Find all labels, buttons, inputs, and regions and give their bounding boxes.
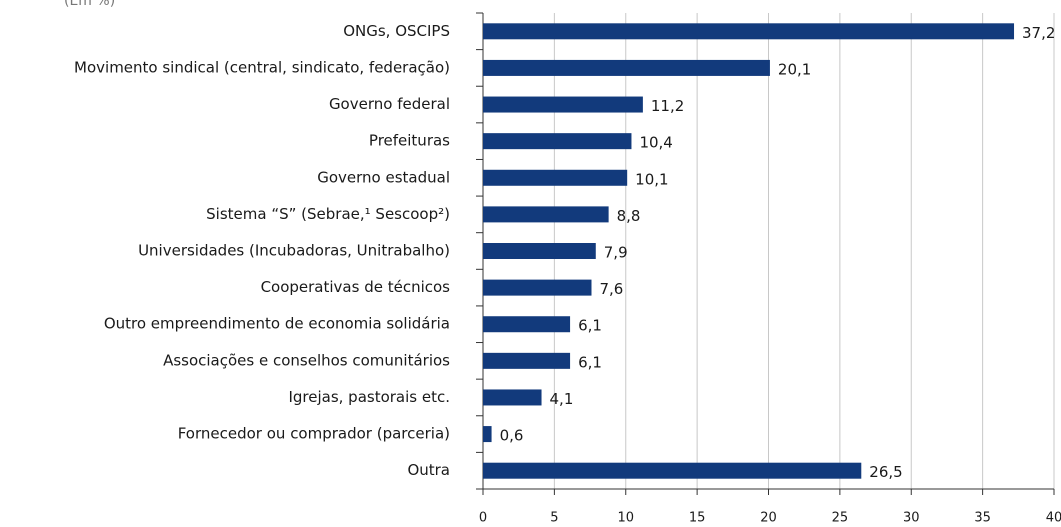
value-label: 0,6 <box>500 427 524 445</box>
bar <box>483 316 571 333</box>
value-label: 26,5 <box>869 463 902 481</box>
bar <box>483 389 542 406</box>
x-tick-label: 15 <box>689 511 706 526</box>
category-label: Igrejas, pastorais etc. <box>288 388 450 406</box>
category-label: Cooperativas de técnicos <box>261 278 451 296</box>
value-label: 7,9 <box>604 244 628 262</box>
x-tick-label: 25 <box>832 511 849 526</box>
x-tick-label: 5 <box>550 511 558 526</box>
x-tick-label: 40 <box>1046 511 1061 526</box>
value-label: 8,8 <box>617 207 641 225</box>
x-tick-label: 35 <box>974 511 991 526</box>
chart-subtitle: (Em %) <box>64 0 115 9</box>
bar <box>483 426 492 443</box>
category-label: Governo federal <box>329 95 450 113</box>
value-label: 37,2 <box>1022 24 1055 42</box>
x-tick-label: 30 <box>903 511 920 526</box>
category-label: Outra <box>407 461 450 479</box>
category-label: Associações e conselhos comunitários <box>163 351 450 369</box>
bar <box>483 96 643 113</box>
value-label: 7,6 <box>599 280 623 298</box>
bar <box>483 352 571 369</box>
category-label: Outro empreendimento de economia solidár… <box>104 315 450 333</box>
category-label: Prefeituras <box>369 132 450 150</box>
value-label: 6,1 <box>578 353 602 371</box>
value-label: 11,2 <box>651 97 684 115</box>
bar <box>483 243 596 259</box>
value-label: 10,1 <box>635 170 668 188</box>
category-label: Movimento sindical (central, sindicato, … <box>74 58 450 76</box>
x-tick-label: 10 <box>617 511 634 526</box>
value-label: 4,1 <box>550 390 574 408</box>
category-label: Universidades (Incubadoras, Unitrabalho) <box>138 242 450 260</box>
value-label: 6,1 <box>578 317 602 335</box>
category-label: Fornecedor ou comprador (parceria) <box>178 425 450 443</box>
value-label: 10,4 <box>639 134 672 152</box>
x-tick-label: 20 <box>760 511 777 526</box>
bar <box>483 279 592 296</box>
category-label: Sistema “S” (Sebrae,¹ Sescoop²) <box>206 205 450 223</box>
bar <box>483 133 632 150</box>
bar <box>483 169 628 186</box>
category-label: ONGs, OSCIPS <box>343 22 450 40</box>
bar <box>483 23 1015 40</box>
bar <box>483 462 862 479</box>
category-label: Governo estadual <box>317 168 450 186</box>
x-tick-label: 0 <box>479 511 487 526</box>
bar <box>483 59 770 76</box>
value-label: 20,1 <box>778 60 811 78</box>
bar <box>483 206 609 223</box>
